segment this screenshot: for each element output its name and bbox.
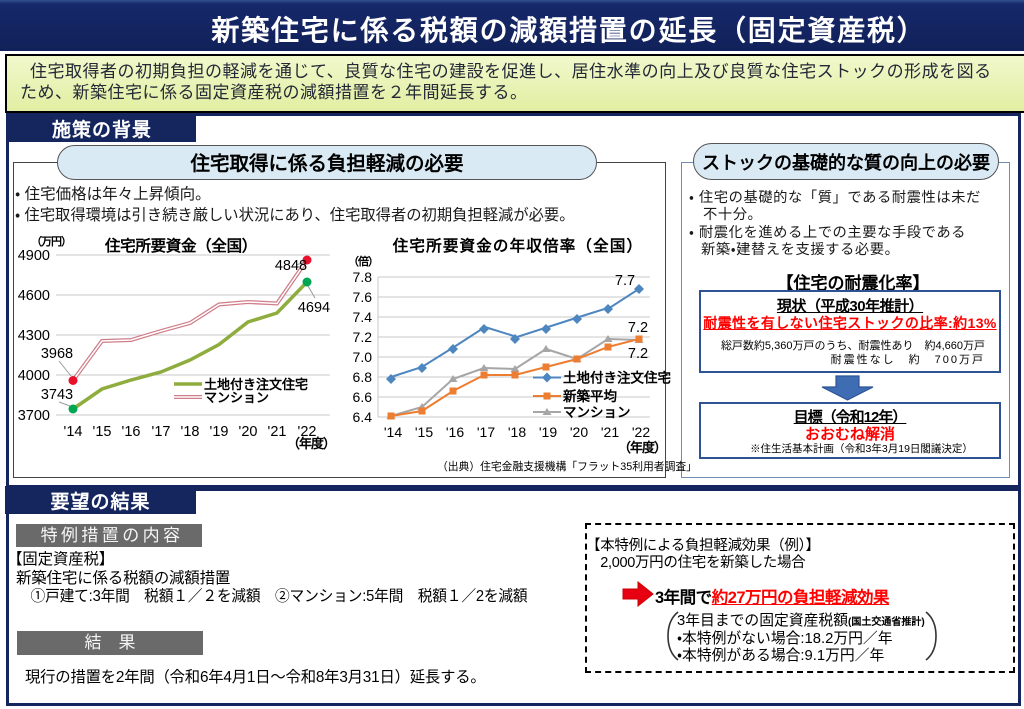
svg-text:4900: 4900: [18, 248, 50, 264]
svg-text:7.8: 7.8: [353, 269, 373, 285]
svg-text:'18: '18: [181, 424, 200, 440]
svg-text:住宅所要資金（全国）: 住宅所要資金（全国）: [104, 236, 257, 255]
svg-text:'16: '16: [446, 424, 464, 440]
svg-text:7.6: 7.6: [353, 289, 373, 305]
svg-text:マンション: マンション: [563, 405, 631, 420]
svg-text:'15: '15: [415, 424, 433, 440]
svg-text:'18: '18: [508, 424, 526, 440]
svg-text:'17: '17: [477, 424, 495, 440]
svg-text:（万円）: （万円）: [31, 235, 71, 248]
svg-text:'19: '19: [539, 424, 557, 440]
svg-text:4300: 4300: [18, 328, 50, 344]
svg-text:'22: '22: [298, 424, 317, 440]
svg-text:6.4: 6.4: [353, 409, 373, 425]
svg-text:'21: '21: [601, 424, 619, 440]
svg-text:3700: 3700: [18, 408, 50, 424]
svg-text:7.4: 7.4: [353, 309, 373, 325]
svg-text:'17: '17: [152, 424, 171, 440]
svg-text:'14: '14: [64, 424, 83, 440]
svg-text:4848: 4848: [275, 258, 307, 274]
svg-text:'19: '19: [210, 424, 229, 440]
svg-text:'20: '20: [570, 424, 588, 440]
svg-text:'15: '15: [93, 424, 112, 440]
svg-text:'20: '20: [239, 424, 258, 440]
svg-text:7.7: 7.7: [615, 273, 635, 289]
svg-text:7.2: 7.2: [353, 329, 373, 345]
svg-text:7.2: 7.2: [628, 346, 648, 362]
svg-text:3743: 3743: [41, 387, 73, 403]
svg-text:3968: 3968: [41, 346, 73, 362]
svg-text:4694: 4694: [298, 300, 330, 316]
svg-text:4600: 4600: [18, 288, 50, 304]
svg-text:7.0: 7.0: [353, 349, 373, 365]
svg-text:7.2: 7.2: [628, 320, 648, 336]
svg-text:4000: 4000: [18, 368, 50, 384]
svg-text:土地付き注文住宅: 土地付き注文住宅: [563, 370, 671, 386]
svg-text:住宅所要資金の年収倍率（全国）: 住宅所要資金の年収倍率（全国）: [392, 236, 644, 255]
svg-text:6.8: 6.8: [353, 369, 373, 385]
svg-text:新築平均: 新築平均: [562, 388, 617, 404]
svg-text:'22: '22: [632, 424, 650, 440]
svg-text:'14: '14: [384, 424, 402, 440]
svg-text:（年度）: （年度）: [287, 436, 335, 451]
svg-text:'16: '16: [122, 424, 141, 440]
svg-text:6.6: 6.6: [353, 389, 373, 405]
svg-text:'21: '21: [268, 424, 287, 440]
svg-text:（年度）: （年度）: [618, 440, 666, 455]
svg-text:マンション: マンション: [204, 390, 269, 405]
svg-text:（倍）: （倍）: [348, 254, 378, 268]
svg-text:土地付き注文住宅: 土地付き注文住宅: [204, 377, 308, 392]
